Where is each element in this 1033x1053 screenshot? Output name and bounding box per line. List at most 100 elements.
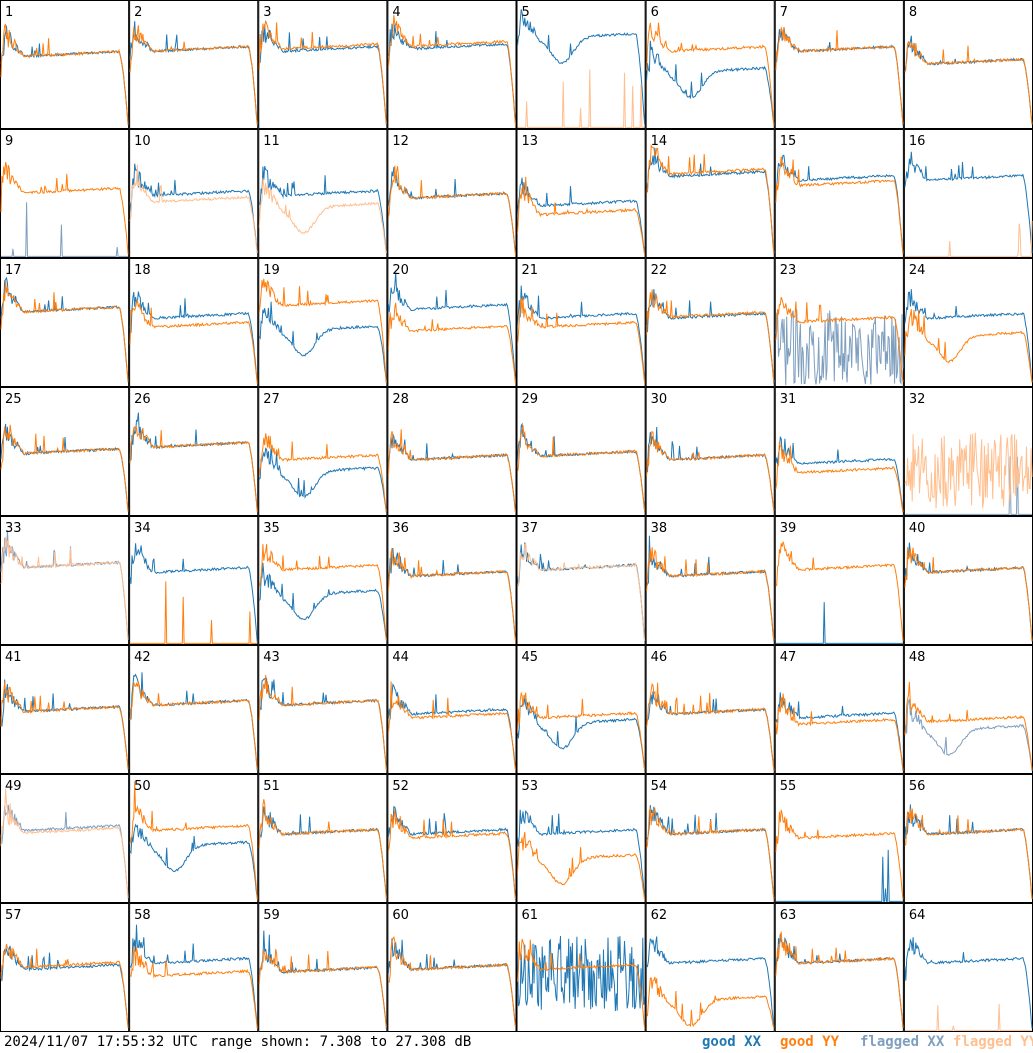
panel-label: 55 (780, 779, 797, 794)
panel-21: 21 (516, 258, 646, 387)
yy-series-line (775, 931, 904, 1029)
yy-series-line (775, 26, 904, 125)
panel-27: 27 (258, 387, 388, 516)
panel-19: 19 (258, 258, 388, 387)
yy-series-line (0, 788, 129, 898)
yy-series-line (387, 165, 516, 256)
panel-label: 43 (263, 650, 280, 665)
panel-label: 15 (780, 134, 797, 149)
panel-frame (0, 129, 130, 258)
xx-series-line (517, 285, 646, 384)
yy-series-line (904, 309, 1033, 383)
xx-series-line (517, 809, 646, 899)
panel-frame (129, 258, 259, 387)
panel-frame (129, 129, 259, 258)
panel-43: 43 (258, 645, 388, 774)
panel-label: 22 (651, 263, 668, 278)
panel-label: 19 (263, 263, 280, 278)
panel-frame (645, 0, 775, 129)
xx-series-line (258, 165, 387, 253)
yy-series-line (775, 541, 904, 641)
panel-label: 24 (909, 263, 926, 278)
panel-6: 6 (645, 0, 775, 129)
xx-series-line (775, 602, 903, 644)
panel-57: 57 (0, 903, 130, 1032)
panel-37: 37 (516, 516, 646, 645)
panel-47: 47 (774, 645, 904, 774)
panel-34: 34 (129, 516, 259, 645)
panel-35: 35 (258, 516, 388, 645)
panel-36: 36 (387, 516, 517, 645)
yy-series-line (904, 220, 1033, 257)
panel-frame (903, 774, 1033, 903)
panel-label: 11 (263, 134, 280, 149)
yy-series-line (258, 799, 387, 899)
panel-frame (516, 516, 646, 645)
panel-5: 5 (516, 0, 646, 129)
panel-61: 61 (516, 903, 646, 1032)
panel-label: 16 (909, 134, 926, 149)
panel-frame (645, 516, 775, 645)
yy-series-line (387, 548, 516, 642)
panel-frame (645, 774, 775, 903)
panel-label: 45 (522, 650, 539, 665)
panel-56: 56 (903, 774, 1033, 903)
panel-frame (129, 0, 259, 129)
panel-label: 42 (134, 650, 151, 665)
yy-series-line (258, 20, 387, 125)
xx-series-line (129, 924, 258, 1029)
panel-label: 1 (5, 5, 13, 20)
panel-14: 14 (645, 129, 775, 258)
panel-label: 38 (651, 521, 668, 536)
panel-8: 8 (903, 0, 1033, 129)
panel-frame (516, 774, 646, 903)
panel-42: 42 (129, 645, 259, 774)
yy-series-line (646, 547, 775, 641)
yy-series-line (258, 178, 387, 254)
panel-40: 40 (903, 516, 1033, 645)
panel-label: 10 (134, 134, 151, 149)
yy-series-line (646, 289, 775, 383)
panel-29: 29 (516, 387, 646, 516)
panel-frame (516, 129, 646, 258)
yy-series-line (0, 161, 129, 255)
panel-label: 47 (780, 650, 797, 665)
xx-series-line (517, 697, 646, 771)
panel-label: 30 (651, 392, 668, 407)
yy-series-line (775, 296, 904, 383)
panel-label: 39 (780, 521, 797, 536)
panel-frame (645, 387, 775, 516)
panel-label: 52 (392, 779, 409, 794)
panel-label: 64 (909, 908, 926, 923)
xx-series-line (904, 289, 1033, 383)
panel-frame (0, 258, 130, 387)
panel-frame (129, 387, 259, 516)
panel-frame (903, 516, 1033, 645)
panel-15: 15 (774, 129, 904, 258)
panel-label: 46 (651, 650, 668, 665)
panel-frame (774, 0, 904, 129)
panel-45: 45 (516, 645, 646, 774)
panel-label: 32 (909, 392, 926, 407)
panel-frame (903, 645, 1033, 774)
yy-series-line (904, 547, 1033, 641)
yy-series-line (646, 143, 775, 254)
xx-series-line (775, 435, 904, 512)
yy-series-line (646, 807, 775, 899)
panel-9: 9 (0, 129, 130, 258)
xx-series-line (775, 849, 903, 902)
panel-frame (0, 0, 130, 129)
panel-frame (774, 903, 904, 1032)
panel-frame (258, 516, 388, 645)
panel-10: 10 (129, 129, 259, 258)
panel-frame (903, 0, 1033, 129)
panel-frame (774, 387, 904, 516)
panel-label: 63 (780, 908, 797, 923)
panel-label: 41 (5, 650, 22, 665)
yy-series-line (517, 297, 646, 384)
yy-series-line (387, 681, 516, 771)
yy-series-line (0, 424, 129, 512)
panel-label: 33 (5, 521, 22, 536)
yy-series-line (646, 430, 775, 511)
